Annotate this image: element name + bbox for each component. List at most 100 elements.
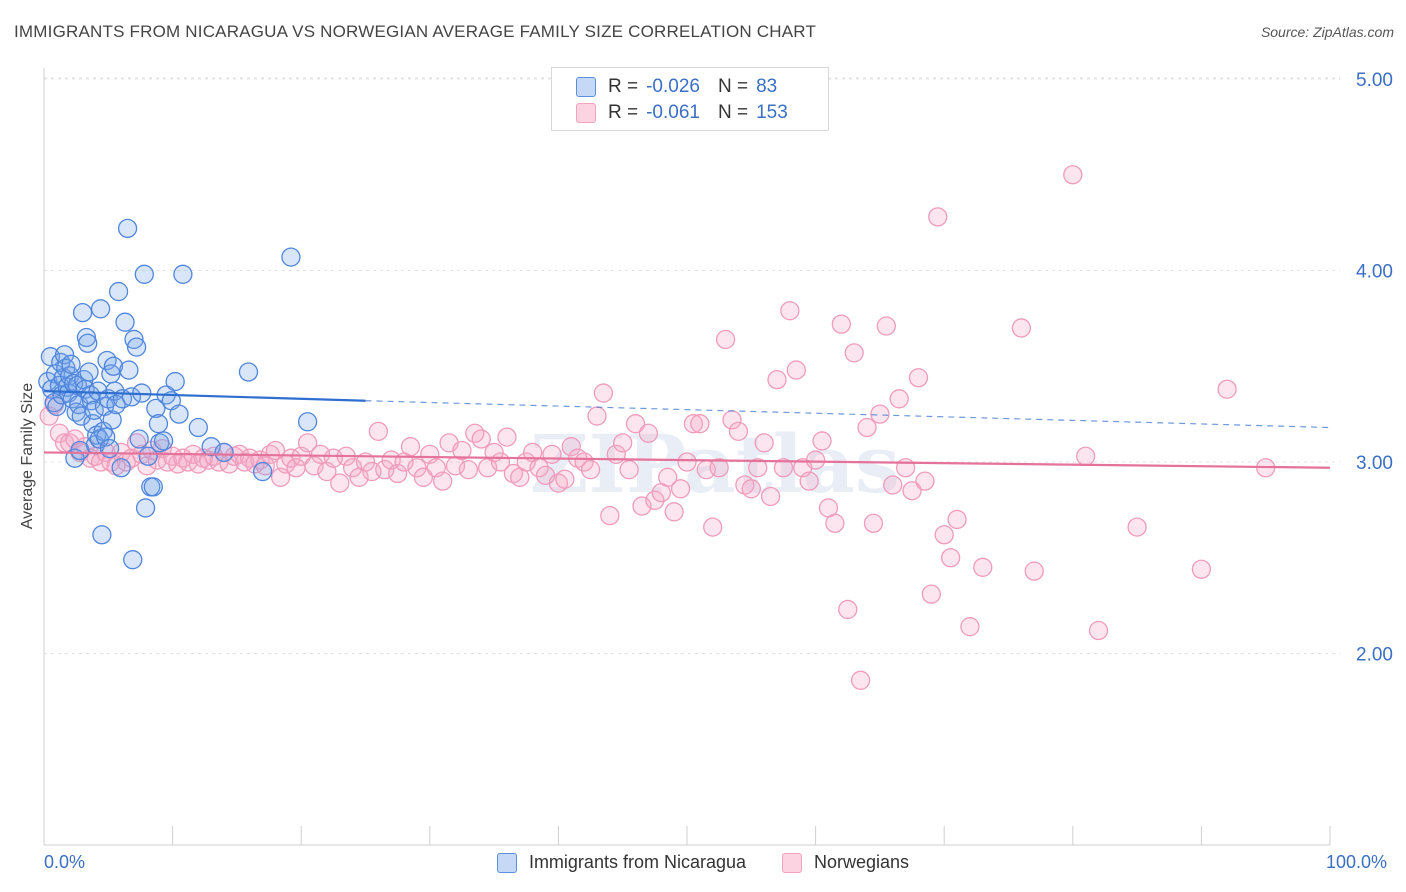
point-nicaragua	[252, 461, 273, 482]
point-norwegians	[1191, 559, 1212, 579]
point-norwegians	[625, 414, 646, 434]
point-nicaragua	[115, 312, 135, 332]
point-nicaragua	[90, 299, 111, 319]
point-norwegians	[863, 513, 884, 533]
point-norwegians	[387, 463, 408, 484]
point-norwegians	[677, 452, 697, 472]
point-nicaragua	[40, 347, 61, 367]
point-nicaragua	[72, 302, 93, 323]
point-norwegians	[561, 437, 581, 457]
legend-row-norwegians: R = -0.061 N = 153	[576, 102, 788, 124]
n-value: 153	[756, 102, 788, 123]
point-norwegians	[928, 207, 948, 227]
x-tick-label-max: 100.0%	[1326, 852, 1388, 872]
legend-row-nicaragua: R = -0.026 N = 83	[576, 76, 777, 98]
point-norwegians	[915, 471, 935, 491]
r-label: R =	[608, 76, 639, 97]
point-nicaragua	[103, 356, 124, 376]
point-nicaragua	[281, 247, 301, 267]
point-norwegians	[902, 481, 922, 501]
point-nicaragua	[169, 404, 189, 424]
trend-line-nicaragua-extended	[365, 400, 1331, 429]
point-norwegians	[1076, 446, 1096, 466]
point-nicaragua	[153, 431, 174, 451]
point-norwegians	[645, 490, 665, 510]
point-norwegians	[728, 421, 749, 442]
point-norwegians	[850, 670, 871, 690]
watermark: ZIPatlas	[530, 417, 900, 511]
point-norwegians	[613, 433, 633, 453]
point-nicaragua	[108, 281, 129, 302]
x-tick-label-min: 0.0%	[44, 852, 86, 872]
trend-line-norwegians	[43, 451, 1331, 469]
point-nicaragua	[135, 498, 156, 518]
point-norwegians	[330, 473, 350, 493]
point-norwegians	[1024, 561, 1044, 581]
blue-swatch	[576, 77, 596, 97]
point-norwegians	[703, 517, 723, 537]
point-norwegians	[542, 444, 562, 464]
point-nicaragua	[61, 354, 81, 374]
blue-swatch	[496, 852, 517, 873]
point-norwegians	[452, 440, 472, 461]
point-nicaragua	[78, 333, 98, 353]
point-norwegians	[407, 458, 427, 478]
point-nicaragua	[99, 438, 120, 459]
point-norwegians	[600, 505, 620, 526]
point-nicaragua	[129, 429, 149, 449]
point-nicaragua	[146, 398, 166, 419]
point-norwegians	[715, 329, 736, 350]
point-norwegians	[825, 513, 845, 533]
y-axis-label: Average Family Size	[19, 382, 36, 530]
point-norwegians	[780, 301, 800, 321]
point-norwegians	[921, 584, 941, 604]
legend-label: Norwegians	[814, 852, 910, 872]
point-norwegians	[1217, 379, 1237, 399]
point-norwegians	[838, 599, 858, 620]
point-norwegians	[690, 414, 710, 434]
point-nicaragua	[124, 329, 144, 350]
point-nicaragua	[138, 446, 158, 466]
point-norwegians	[593, 383, 614, 403]
point-nicaragua	[123, 550, 143, 570]
y-tick-label: 4.00	[1356, 262, 1393, 283]
point-nicaragua	[297, 412, 318, 432]
point-norwegians	[812, 431, 832, 451]
point-norwegians	[748, 458, 768, 478]
point-norwegians	[574, 452, 594, 472]
point-norwegians	[670, 479, 691, 499]
point-norwegians	[555, 469, 575, 489]
point-norwegians	[413, 467, 434, 487]
point-norwegians	[1063, 165, 1083, 185]
point-nicaragua	[173, 264, 193, 284]
point-norwegians	[368, 421, 389, 442]
point-norwegians	[805, 450, 826, 470]
point-norwegians	[1088, 620, 1109, 641]
point-nicaragua	[111, 458, 131, 478]
point-norwegians	[889, 389, 909, 409]
point-norwegians	[895, 458, 916, 478]
y-tick-label: 5.00	[1356, 70, 1393, 91]
point-norwegians	[940, 548, 961, 568]
point-norwegians	[619, 460, 639, 480]
point-norwegians	[355, 452, 376, 472]
trend-line-nicaragua	[43, 390, 366, 402]
point-nicaragua	[96, 427, 116, 447]
point-norwegians	[638, 423, 659, 443]
point-norwegians	[580, 460, 601, 480]
point-norwegians	[137, 456, 157, 476]
point-norwegians	[934, 525, 954, 545]
point-norwegians	[947, 509, 967, 530]
point-norwegians	[883, 475, 903, 495]
legend-item-norwegians: Norwegians	[782, 852, 909, 873]
point-norwegians	[1011, 318, 1032, 338]
point-norwegians	[658, 467, 678, 487]
point-norwegians	[870, 404, 890, 424]
point-norwegians	[799, 471, 819, 491]
point-norwegians	[683, 414, 704, 434]
source-label: Source: ZipAtlas.com	[1260, 24, 1394, 40]
point-norwegians	[497, 427, 517, 447]
point-norwegians	[400, 437, 421, 457]
pink-swatch	[782, 852, 803, 873]
point-nicaragua	[148, 414, 169, 434]
